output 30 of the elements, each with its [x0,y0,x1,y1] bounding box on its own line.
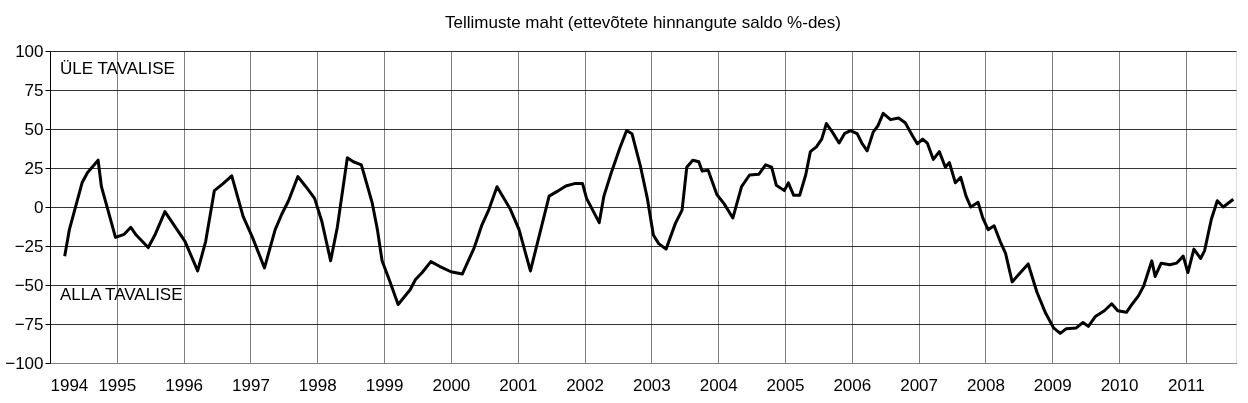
x-tick-label: 2005 [766,375,805,395]
annotation: ALLA TAVALISE [60,285,183,304]
x-tick-label: 2010 [1100,375,1139,395]
x-tick-label: 1995 [98,375,137,395]
y-tick-label: 75 [24,80,44,100]
x-tick-label: 2003 [632,375,671,395]
y-tick-label: −100 [5,353,44,373]
y-tick-label: −50 [14,275,44,295]
x-tick-label: 2000 [432,375,471,395]
x-tick-label: 2008 [967,375,1005,395]
x-tick-label: 2011 [1168,375,1205,395]
y-tick-label: −25 [14,236,44,256]
x-tick-label: 2002 [566,375,604,395]
y-tick-label: 0 [34,197,44,217]
y-tick-label: 100 [15,41,44,61]
x-tick-label: 1997 [232,375,270,395]
x-tick-label: 2001 [499,375,538,395]
x-tick-label: 1999 [365,375,404,395]
x-tick-label: 2006 [833,375,872,395]
x-tick-label: 1996 [165,375,204,395]
y-tick-label: −75 [14,314,44,334]
chart-title: Tellimuste maht (ettevõtete hinnangute saldo %-des) [445,13,841,32]
annotation: ÜLE TAVALISE [60,59,175,78]
x-tick-label: 2004 [699,375,738,395]
x-tick-label: 1994 [50,375,89,395]
y-tick-label: 50 [24,119,44,139]
y-tick-label: 25 [24,158,44,178]
x-tick-label: 1998 [298,375,337,395]
x-tick-label: 2007 [900,375,939,395]
x-tick-label: 2009 [1033,375,1072,395]
